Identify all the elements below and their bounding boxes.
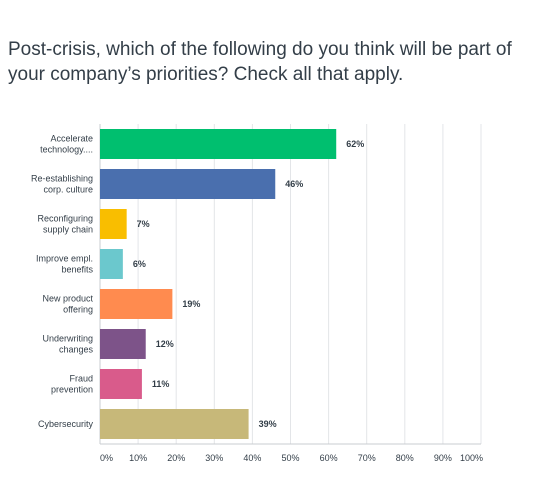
category-label: corp. culture [43, 185, 93, 195]
x-tick-label: 60% [320, 453, 338, 463]
x-tick-label: 20% [167, 453, 185, 463]
chart-title: Post-crisis, which of the following do y… [8, 39, 512, 85]
value-label: 7% [137, 219, 150, 229]
category-label: changes [59, 345, 94, 355]
bar [100, 169, 276, 199]
x-tick-label: 90% [434, 453, 452, 463]
value-label: 12% [156, 339, 174, 349]
category-label: New product [42, 294, 93, 304]
category-label: Underwriting [42, 334, 93, 344]
x-tick-label: 40% [243, 453, 261, 463]
category-label: Accelerate [50, 134, 93, 144]
category-label: Improve empl. [36, 254, 93, 264]
category-label: Reconfiguring [37, 214, 93, 224]
value-label: 46% [285, 179, 303, 189]
category-label: supply chain [43, 225, 93, 235]
category-label: prevention [51, 385, 93, 395]
value-labels: 62% 46% 7% 6% 19% 12% 11% 39% [133, 139, 364, 429]
bars [100, 129, 337, 439]
x-tick-label: 80% [396, 453, 414, 463]
category-label: Re-establishing [31, 174, 93, 184]
x-tick-label: 100% [460, 453, 483, 463]
value-label: 11% [152, 379, 170, 389]
category-label: technology.... [40, 145, 93, 155]
x-tick-label: 10% [129, 453, 147, 463]
x-tick-label: 70% [358, 453, 376, 463]
bar [100, 329, 146, 359]
value-label: 19% [182, 299, 200, 309]
bar [100, 129, 337, 159]
value-label: 39% [259, 419, 277, 429]
value-label: 62% [346, 139, 364, 149]
category-labels: Acceleratetechnology....Re-establishingc… [31, 134, 94, 430]
category-label: offering [63, 305, 93, 315]
category-label: Fraud [69, 374, 93, 384]
bar [100, 409, 249, 439]
bar [100, 289, 173, 319]
x-axis-ticks: 0% 10% 20% 30% 40% 50% 60% 70% 80% 90% 100% [100, 453, 483, 463]
x-tick-label: 30% [205, 453, 223, 463]
x-tick-label: 50% [281, 453, 299, 463]
bar [100, 369, 142, 399]
bar [100, 249, 123, 279]
x-tick-label: 0% [100, 453, 113, 463]
value-label: 6% [133, 259, 146, 269]
category-label: benefits [61, 265, 93, 275]
bar [100, 209, 127, 239]
category-label: Cybersecurity [38, 419, 94, 429]
